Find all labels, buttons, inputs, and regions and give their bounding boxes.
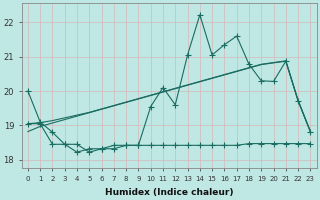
X-axis label: Humidex (Indice chaleur): Humidex (Indice chaleur) [105,188,233,197]
